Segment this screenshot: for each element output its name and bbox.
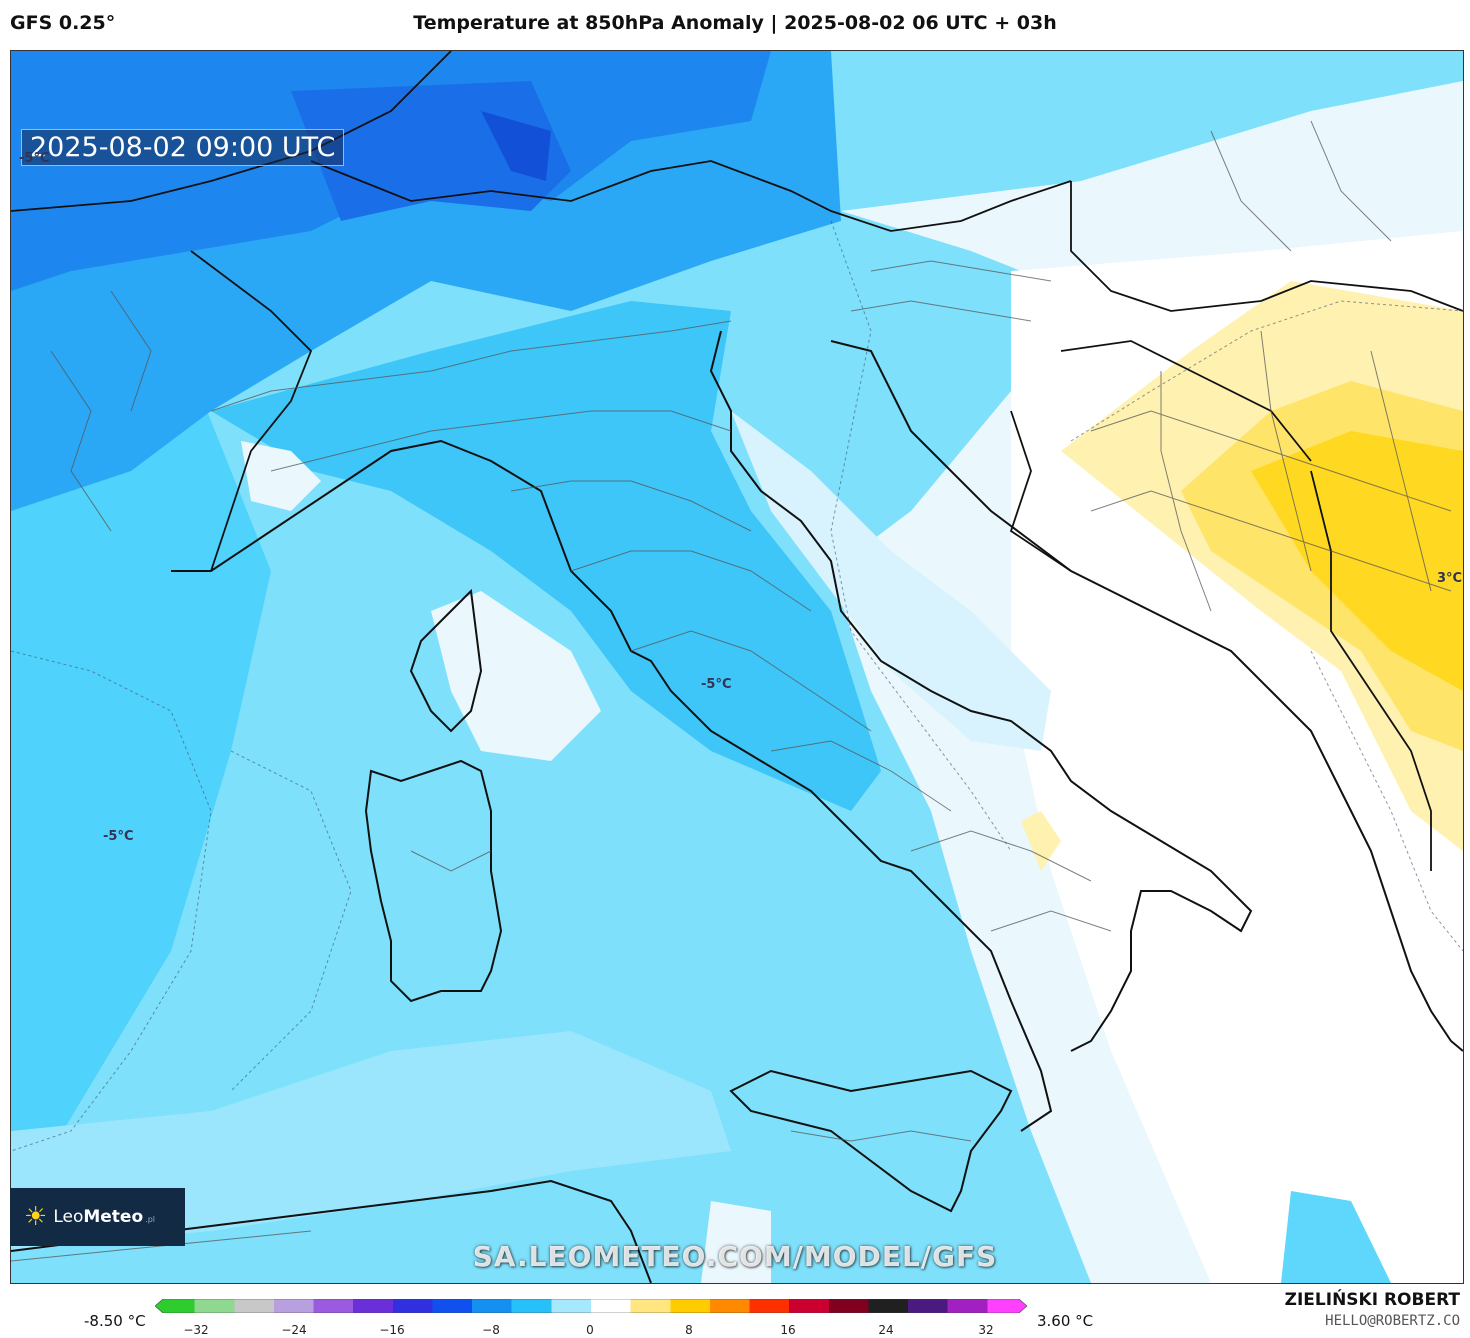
contour-lines (11, 220, 1463, 1152)
coastline-tyrrhenian (171, 439, 1053, 1132)
anomaly-zone (211, 301, 881, 811)
legend-max-value: 3.60 °C (1037, 1312, 1094, 1330)
legend-tick: 0 (586, 1323, 594, 1337)
anomaly-zone (11, 1031, 731, 1251)
sun-icon: ☀ (24, 1202, 48, 1232)
author-email: HELLO@ROBERTZ.CO (1325, 1313, 1460, 1329)
legend-tick: 24 (878, 1323, 894, 1337)
logo-text: LeoMeteo .pl (53, 1207, 155, 1227)
contour-label: -5°C (19, 151, 50, 166)
regional-borders (11, 120, 1452, 1262)
anomaly-zone (701, 1201, 771, 1283)
legend-tick: −16 (379, 1323, 405, 1337)
watermark-url: SA.LEOMETEO.COM/MODEL/GFS (472, 1240, 998, 1273)
coastline-adriatic (709, 330, 1253, 1052)
anomaly-zone (1021, 811, 1061, 871)
coastline-balkans (830, 340, 1463, 1052)
leometeo-logo: ☀ LeoMeteo .pl (10, 1188, 185, 1246)
legend-tick: 8 (685, 1323, 693, 1337)
anomaly-zone (431, 591, 601, 761)
contour-label: 3°C (1437, 571, 1463, 586)
map-title: Temperature at 850hPa Anomaly | 2025-08-… (413, 12, 1057, 34)
valid-time-label: 2025-08-02 09:00 UTC (21, 129, 345, 166)
legend-tick: 16 (780, 1323, 796, 1337)
anomaly-zone (291, 81, 571, 221)
anomaly-zone (731, 411, 1051, 751)
legend-tick: −24 (281, 1323, 307, 1337)
anomaly-zone (11, 301, 271, 1171)
color-scale-bar (155, 1299, 1027, 1313)
legend-tick: −32 (183, 1323, 209, 1337)
anomaly-zone (1281, 1191, 1391, 1283)
coastline-sicily (729, 1069, 1013, 1213)
legend-tick: −8 (482, 1323, 500, 1337)
legend-min-value: -8.50 °C (84, 1312, 146, 1330)
author-name: ZIELIŃSKI ROBERT (1284, 1290, 1460, 1310)
contour-label: -5°C (103, 829, 134, 844)
anomaly-zone (1251, 431, 1463, 691)
color-scale-body (155, 1299, 1027, 1313)
anomaly-map: 2025-08-02 09:00 UTC -5°C -5°C -5°C 3°C (10, 50, 1464, 1284)
coastline-sardinia (364, 759, 503, 1003)
coastline-corsica (409, 588, 483, 733)
model-name: GFS 0.25° (10, 12, 116, 34)
anomaly-zone (481, 111, 551, 181)
anomaly-zone (241, 441, 321, 511)
map-canvas (11, 51, 1463, 1283)
legend-tick: 32 (978, 1323, 994, 1337)
contour-label: -5°C (701, 677, 732, 692)
